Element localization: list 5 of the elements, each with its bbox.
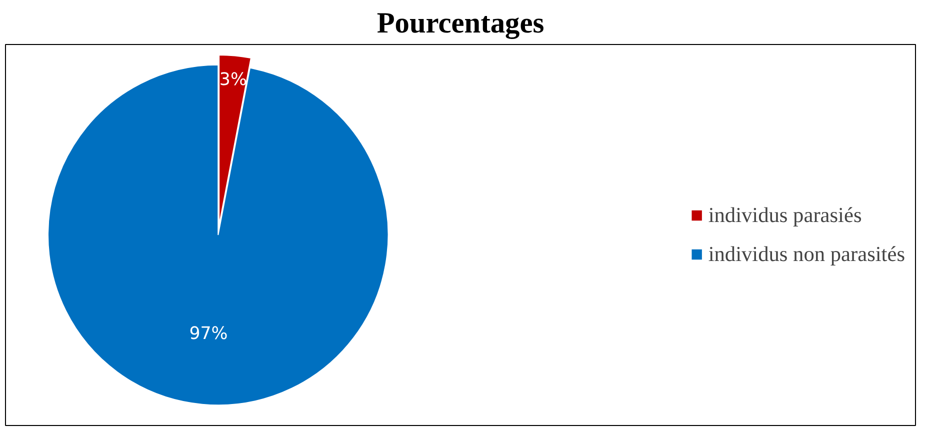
legend-label: individus parasiés [708,202,862,228]
data-label: 97% [189,324,228,344]
chart-title: Pourcentages [376,8,544,40]
data-label: 3% [219,70,247,90]
legend-label: individus non parasités [708,242,905,266]
